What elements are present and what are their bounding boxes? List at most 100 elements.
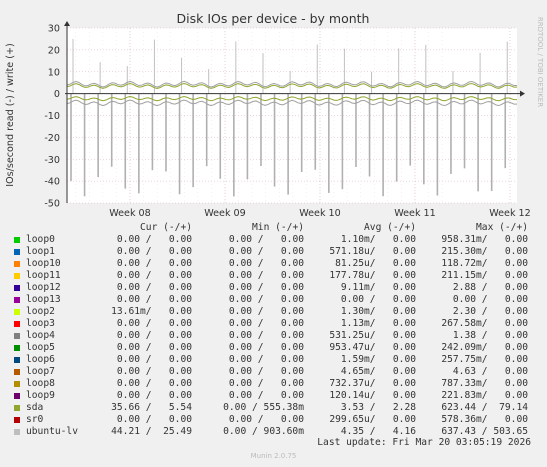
legend-cur: 0.00 / 0.00 [116, 318, 192, 329]
ubuntu-lv-read-line [66, 99, 518, 107]
y-axis-label: IOs/second read (-) / write (+) [5, 43, 16, 187]
series-layer [66, 38, 518, 197]
legend-cur: 0.00 / 0.00 [116, 354, 192, 365]
rrdtool-credit: RRDTOOL / TOBI OETIKER [536, 17, 544, 107]
legend-cur: 0.00 / 0.00 [116, 270, 192, 281]
legend-row-loop5: loop5 0.00 / 0.00 0.00 / 0.00 953.47u/ 0.00… [0, 342, 547, 354]
axes [64, 21, 525, 203]
x-tick-label: Week 08 [109, 208, 151, 219]
legend-swatch [14, 333, 20, 339]
munin-version: Munin 2.0.75 [250, 452, 297, 460]
legend-avg: 953.47u/ 0.00 [329, 342, 416, 353]
legend-cur: 13.61m/ 0.00 [111, 306, 192, 317]
legend-swatch [14, 321, 20, 327]
y-tick-label: -10 [44, 111, 60, 122]
legend-cur: 0.00 / 0.00 [116, 366, 192, 377]
legend-avg: 81.25u/ 0.00 [335, 258, 416, 269]
ubuntu-lv-write-line [66, 80, 518, 88]
legend-avg: 1.10m/ 0.00 [340, 234, 416, 245]
header-avg: Avg (-/+) [364, 222, 416, 233]
legend-avg: 3.53 / 2.28 [340, 402, 416, 413]
legend-header: Cur (-/+) Min (-/+) Avg (-/+) Max (-/+) [0, 222, 547, 234]
legend-avg: 1.30m/ 0.00 [340, 306, 416, 317]
legend-min: 0.00 / 555.38m [223, 402, 304, 413]
legend-name: loop7 [26, 366, 55, 377]
legend-row-loop10: loop10 0.00 / 0.00 0.00 / 0.00 81.25u/ 0.00… [0, 258, 547, 270]
legend-name: loop13 [26, 294, 61, 305]
legend-name: ubuntu-lv [26, 426, 78, 437]
legend-cur: 0.00 / 0.00 [116, 378, 192, 389]
legend: Cur (-/+) Min (-/+) Avg (-/+) Max (-/+) … [0, 222, 547, 438]
legend-max: 787.33m/ 0.00 [441, 378, 528, 389]
legend-row-sda: sda 35.66 / 5.54 0.00 / 555.38m 3.53 / 2.28… [0, 402, 547, 414]
legend-row-loop6: loop6 0.00 / 0.00 0.00 / 0.00 1.59m/ 0.00 25… [0, 354, 547, 366]
legend-cur: 44.21 / 25.49 [111, 426, 192, 437]
legend-row-loop12: loop12 0.00 / 0.00 0.00 / 0.00 9.11m/ 0.00 2… [0, 282, 547, 294]
legend-swatch [14, 309, 20, 315]
header-max: Max (-/+) [476, 222, 528, 233]
legend-cur: 0.00 / 0.00 [116, 294, 192, 305]
legend-min: 0.00 / 0.00 [228, 294, 304, 305]
legend-swatch [14, 285, 20, 291]
legend-max: 211.15m/ 0.00 [441, 270, 528, 281]
legend-row-loop0: loop0 0.00 / 0.00 0.00 / 0.00 1.10m/ 0.00 95… [0, 234, 547, 246]
x-tick-label: Week 11 [394, 208, 436, 219]
y-tick-label: 10 [48, 67, 60, 78]
legend-swatch [14, 417, 20, 423]
sda-write-line [66, 83, 518, 89]
legend-swatch [14, 237, 20, 243]
legend-min: 0.00 / 0.00 [228, 366, 304, 377]
legend-min: 0.00 / 0.00 [228, 306, 304, 317]
legend-avg: 120.14u/ 0.00 [329, 390, 416, 401]
legend-max: 2.30 / 0.00 [452, 306, 528, 317]
legend-max: 4.63 / 0.00 [452, 366, 528, 377]
legend-min: 0.00 / 0.00 [228, 330, 304, 341]
legend-name: loop0 [26, 234, 55, 245]
legend-avg: 9.11m/ 0.00 [340, 282, 416, 293]
legend-cur: 0.00 / 0.00 [116, 330, 192, 341]
legend-swatch [14, 273, 20, 279]
legend-max: 118.72m/ 0.00 [441, 258, 528, 269]
legend-max: 623.44 / 79.14 [441, 402, 528, 413]
legend-swatch [14, 345, 20, 351]
legend-swatch [14, 369, 20, 375]
y-tick-label: -40 [44, 177, 60, 188]
legend-max: 2.88 / 0.00 [452, 282, 528, 293]
x-tick-label: Week 10 [299, 208, 341, 219]
legend-avg: 1.59m/ 0.00 [340, 354, 416, 365]
legend-max: 267.58m/ 0.00 [441, 318, 528, 329]
legend-name: sda [26, 402, 44, 413]
legend-swatch [14, 261, 20, 267]
y-axis-arrow [64, 21, 70, 26]
legend-max: 578.36m/ 0.00 [441, 414, 528, 425]
legend-cur: 35.66 / 5.54 [111, 402, 192, 413]
legend-min: 0.00 / 0.00 [228, 234, 304, 245]
legend-row-ubuntu-lv: ubuntu-lv 44.21 / 25.49 0.00 / 903.60m 4.35… [0, 426, 547, 438]
legend-row-sr0: sr0 0.00 / 0.00 0.00 / 0.00 299.65u/ 0.00 57… [0, 414, 547, 426]
legend-row-loop2: loop2 13.61m/ 0.00 0.00 / 0.00 1.30m/ 0.00 2… [0, 306, 547, 318]
y-tick-label: 30 [48, 24, 60, 35]
x-ticks: Week 08 Week 09 Week 10 Week 11 Week 12 [109, 208, 531, 219]
legend-avg: 531.25u/ 0.00 [329, 330, 416, 341]
legend-name: loop10 [26, 258, 61, 269]
legend-avg: 4.35 / 4.16 [340, 426, 416, 437]
last-update: Last update: Fri Mar 20 03:05:19 2026 [317, 437, 531, 448]
legend-max: 215.30m/ 0.00 [441, 246, 528, 257]
legend-max: 242.09m/ 0.00 [441, 342, 528, 353]
legend-cur: 0.00 / 0.00 [116, 234, 192, 245]
legend-avg: 732.37u/ 0.00 [329, 378, 416, 389]
legend-swatch [14, 381, 20, 387]
legend-min: 0.00 / 0.00 [228, 258, 304, 269]
legend-row-loop1: loop1 0.00 / 0.00 0.00 / 0.00 571.18u/ 0.00… [0, 246, 547, 258]
legend-name: loop2 [26, 306, 55, 317]
legend-cur: 0.00 / 0.00 [116, 390, 192, 401]
legend-name: loop9 [26, 390, 55, 401]
legend-min: 0.00 / 0.00 [228, 414, 304, 425]
legend-max: 257.75m/ 0.00 [441, 354, 528, 365]
legend-row-loop3: loop3 0.00 / 0.00 0.00 / 0.00 1.13m/ 0.00 26… [0, 318, 547, 330]
legend-max: 0.00 / 0.00 [452, 294, 528, 305]
legend-min: 0.00 / 0.00 [228, 390, 304, 401]
x-axis-arrow [520, 90, 525, 97]
x-tick-label: Week 09 [204, 208, 246, 219]
